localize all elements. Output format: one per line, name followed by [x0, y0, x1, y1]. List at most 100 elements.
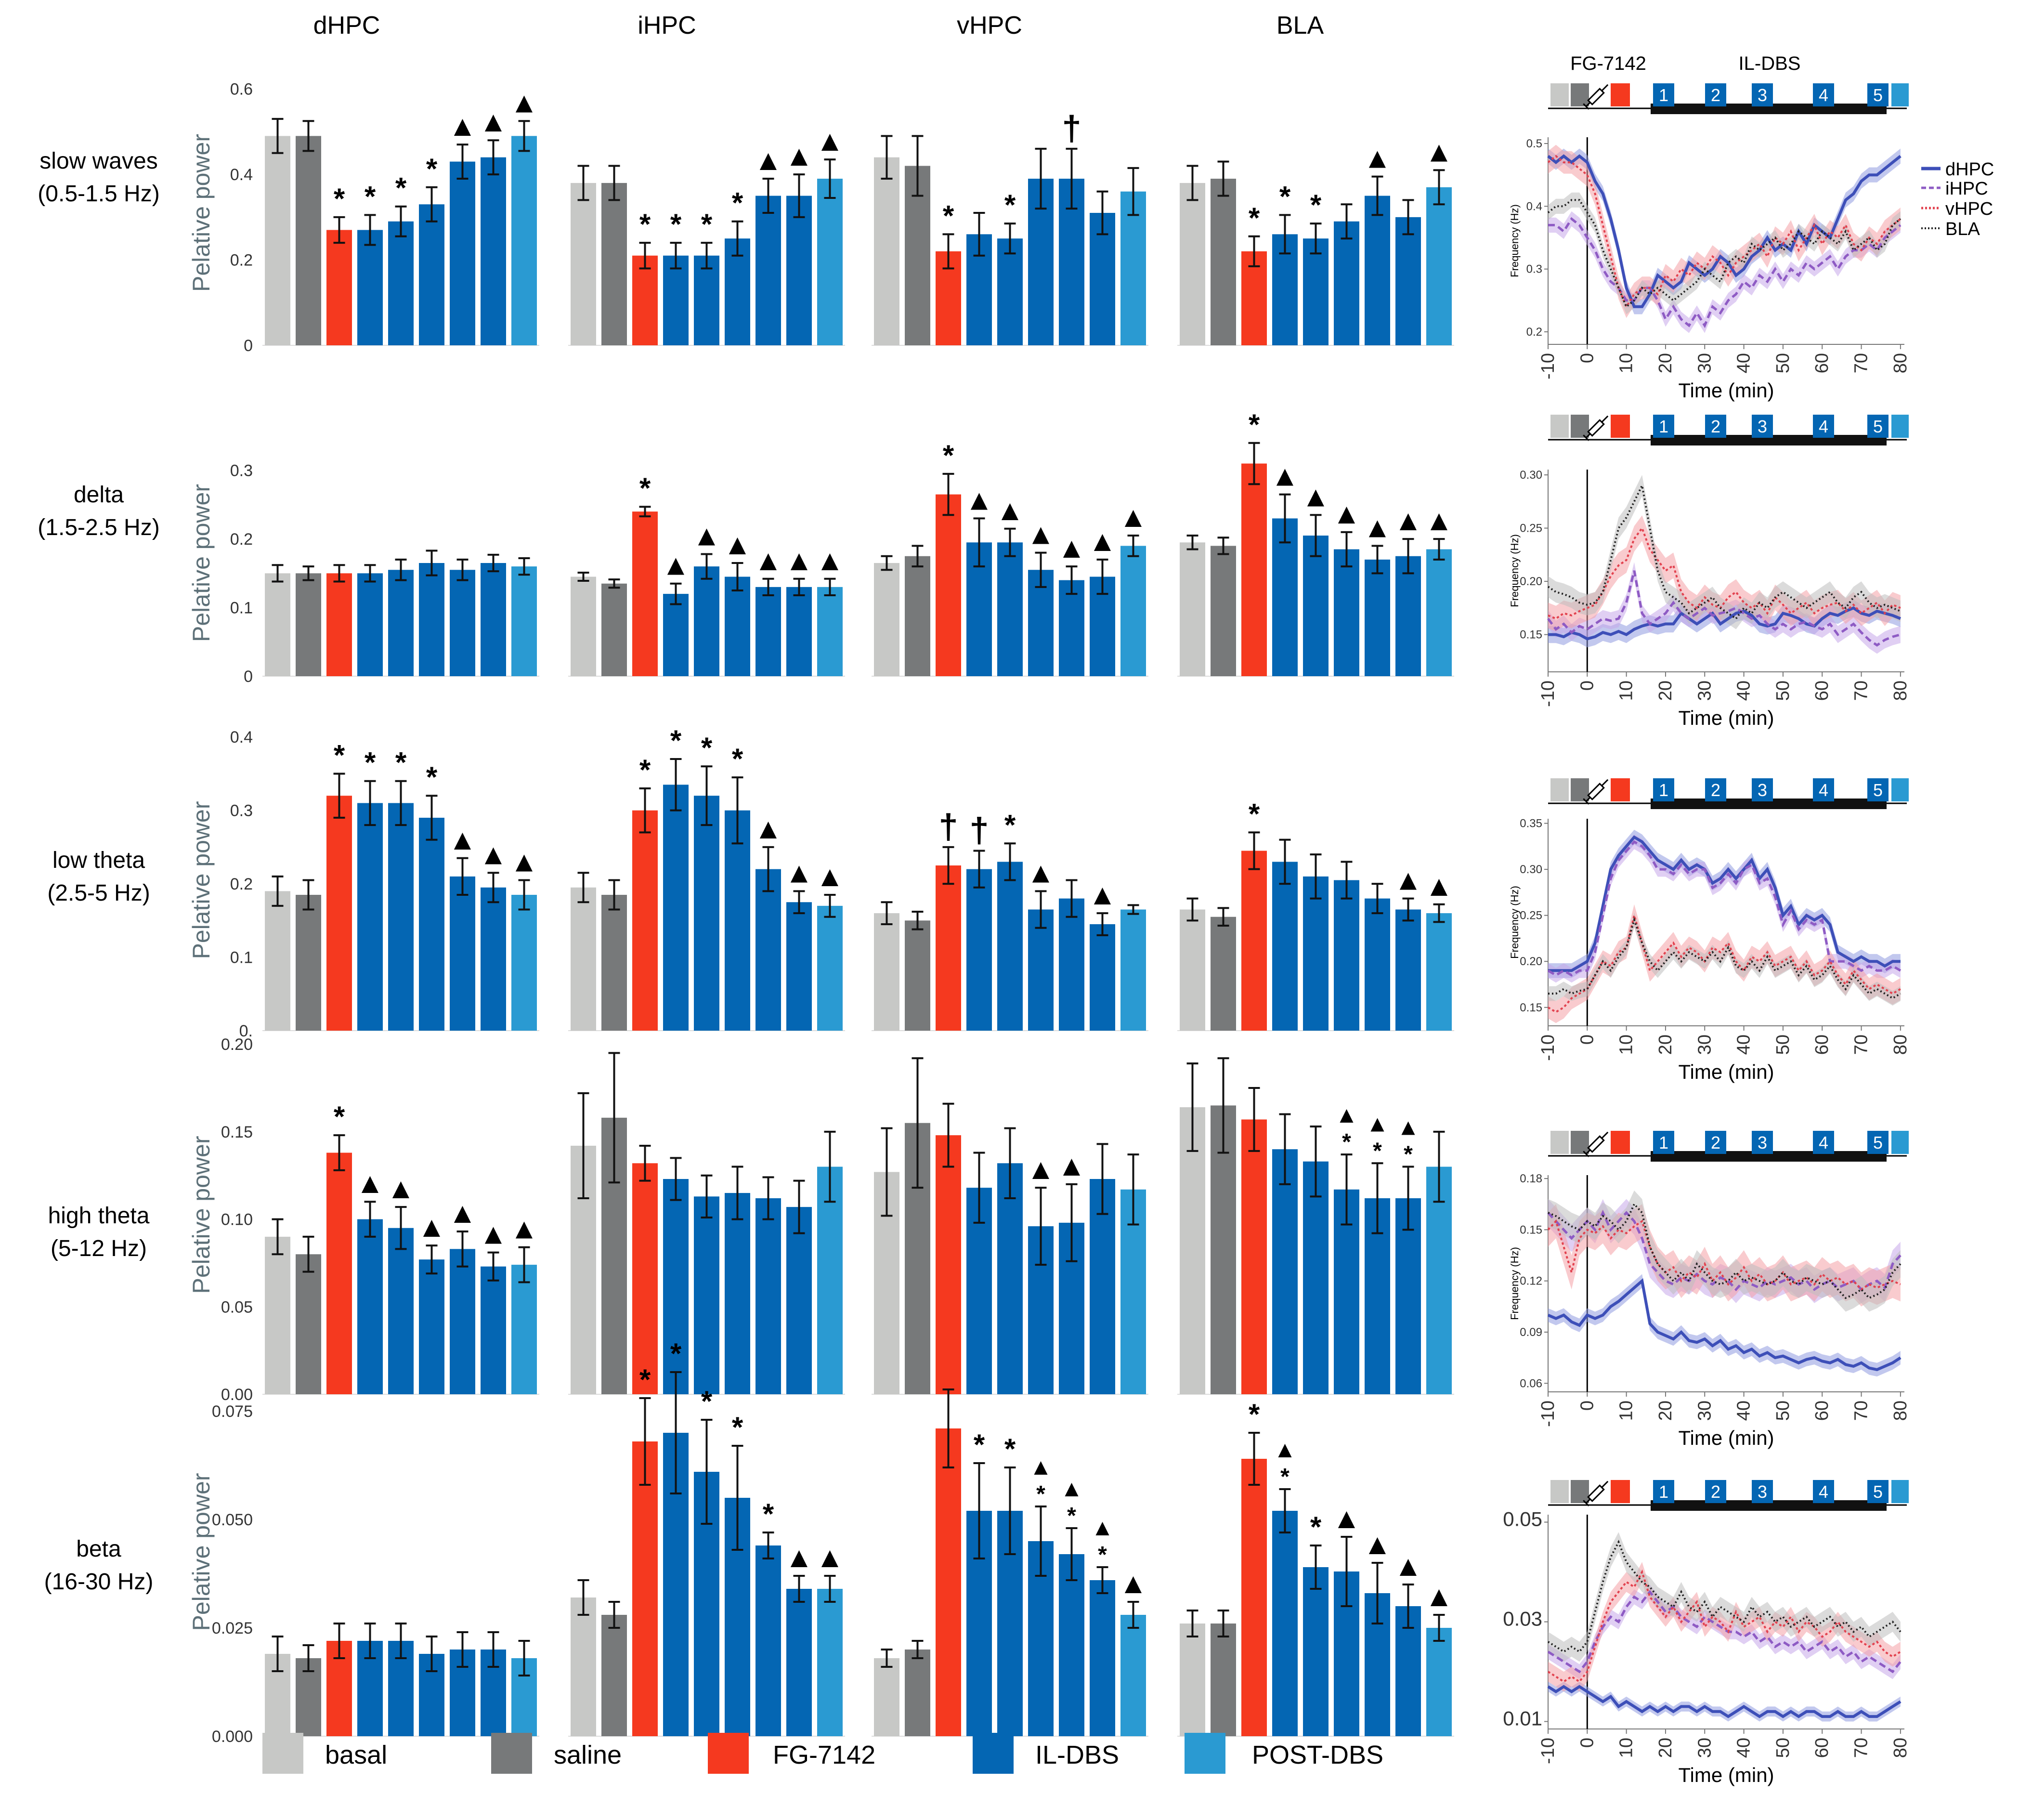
bar	[1426, 913, 1452, 1031]
bar	[1180, 183, 1205, 345]
bar	[1120, 546, 1146, 676]
bar	[936, 1428, 961, 1736]
legend-label: saline	[554, 1741, 622, 1769]
y-axis-label: Pelative power	[188, 1136, 215, 1294]
bar	[511, 1265, 537, 1394]
x-tick-label: 60	[1812, 1034, 1832, 1055]
bar	[1365, 196, 1390, 345]
significance-mark: *	[732, 187, 743, 219]
bar	[1272, 1511, 1298, 1736]
bar	[511, 566, 537, 676]
significance-mark: ▲	[1057, 532, 1086, 564]
bar	[997, 1163, 1023, 1394]
significance-mark: *	[670, 724, 682, 757]
bar	[1028, 909, 1054, 1031]
x-tick-label: 80	[1890, 681, 1911, 701]
bar	[1241, 851, 1267, 1031]
timeline-fg-block	[1611, 415, 1630, 438]
syringe-icon	[1583, 1131, 1609, 1157]
band-range: (0.5-1.5 Hz)	[38, 181, 159, 207]
timeline-block-number: 5	[1873, 85, 1883, 105]
syringe-needle	[1601, 415, 1609, 423]
x-tick-label: 80	[1890, 1034, 1911, 1055]
significance-mark: ▲	[1394, 1550, 1422, 1582]
series-line-bla	[1547, 199, 1902, 309]
timeline-dbs-block	[1752, 1131, 1773, 1154]
y-tick-label: 0.25	[1520, 909, 1542, 922]
significance-mark: ▲	[965, 484, 993, 516]
x-axis-label: Time (min)	[1678, 1764, 1774, 1786]
bar	[936, 494, 961, 676]
x-tick-label: 10	[1616, 353, 1637, 373]
timeline-block-number: 5	[1873, 1133, 1883, 1152]
significance-mark: ▲ *	[1029, 1454, 1053, 1507]
significance-mark: *	[701, 208, 713, 240]
bar	[1180, 1107, 1205, 1394]
legend-label: BLA	[1945, 219, 1980, 239]
significance-mark: ▲	[1332, 498, 1361, 530]
bar	[388, 570, 414, 676]
series-line-vhpc	[1547, 911, 1901, 1013]
significance-mark: ▲	[1425, 1580, 1453, 1612]
significance-mark: *	[701, 1385, 713, 1417]
series-line-vhpc	[1547, 155, 1902, 309]
y-tick-label: 0.4	[1526, 200, 1542, 213]
y-tick-label: 0.4	[230, 728, 253, 746]
bar	[1211, 546, 1236, 676]
bar	[786, 1589, 812, 1736]
significance-mark: ▲	[1394, 864, 1422, 896]
y-tick-label: 0.2	[230, 530, 253, 549]
significance-mark: *	[395, 172, 407, 204]
band-range: (5-12 Hz)	[51, 1236, 147, 1261]
bar	[450, 570, 475, 676]
bar	[755, 1198, 781, 1394]
timeline-dbs-block	[1752, 83, 1773, 106]
bar	[296, 894, 321, 1031]
significance-mark: *	[670, 1337, 682, 1370]
bar	[1059, 1554, 1084, 1736]
significance-mark: *	[639, 208, 651, 240]
series-band-dhpc	[1548, 599, 1901, 648]
significance-mark: *	[1004, 1433, 1016, 1465]
y-axis-label: Pelative power	[188, 484, 215, 642]
y-tick-label: 0.	[239, 1022, 253, 1040]
bar	[755, 869, 781, 1031]
x-tick-label: 30	[1694, 1738, 1715, 1758]
series-line-dhpc	[1548, 835, 1901, 972]
timeline-dbs-block	[1653, 1131, 1674, 1154]
bar	[817, 1589, 843, 1736]
timeline-block-number: 2	[1711, 417, 1720, 436]
timeline-post-block	[1891, 1131, 1909, 1154]
syringe-plunger	[1585, 797, 1591, 802]
timeline-saline-block	[1571, 1480, 1589, 1503]
timeline-dbs-block	[1752, 1480, 1773, 1503]
bar	[601, 183, 627, 345]
significance-mark: ▲	[1027, 856, 1055, 889]
significance-mark: *	[1004, 189, 1016, 221]
x-tick-label: 30	[1694, 681, 1715, 701]
timeline-basal-block	[1550, 1131, 1569, 1154]
bar	[694, 1196, 719, 1394]
significance-mark: *	[426, 761, 438, 793]
timeline-dbs-block	[1752, 415, 1773, 438]
significance-mark: ▲	[1027, 518, 1055, 550]
bar	[296, 573, 321, 676]
x-tick-label: -10	[1538, 1738, 1558, 1764]
bar	[874, 1658, 899, 1736]
x-tick-label: 30	[1694, 1401, 1715, 1421]
x-tick-label: 0	[1577, 681, 1597, 691]
y-tick-label: 0.18	[1520, 1172, 1542, 1185]
syringe-barrel	[1587, 1484, 1605, 1502]
bar	[997, 862, 1023, 1031]
x-tick-label: 50	[1773, 1738, 1793, 1758]
significance-mark: ▲	[1302, 480, 1330, 512]
y-tick-label: 0.15	[1520, 628, 1542, 642]
y-tick-label: 0.050	[212, 1511, 253, 1529]
y-tick-label: 0.15	[221, 1123, 253, 1141]
bar	[357, 230, 383, 345]
bar	[694, 255, 719, 345]
x-tick-label: 70	[1851, 681, 1872, 701]
bar	[1303, 1161, 1329, 1394]
x-axis-label: Time (min)	[1678, 1061, 1774, 1083]
timeline-dbs-block	[1653, 83, 1674, 106]
